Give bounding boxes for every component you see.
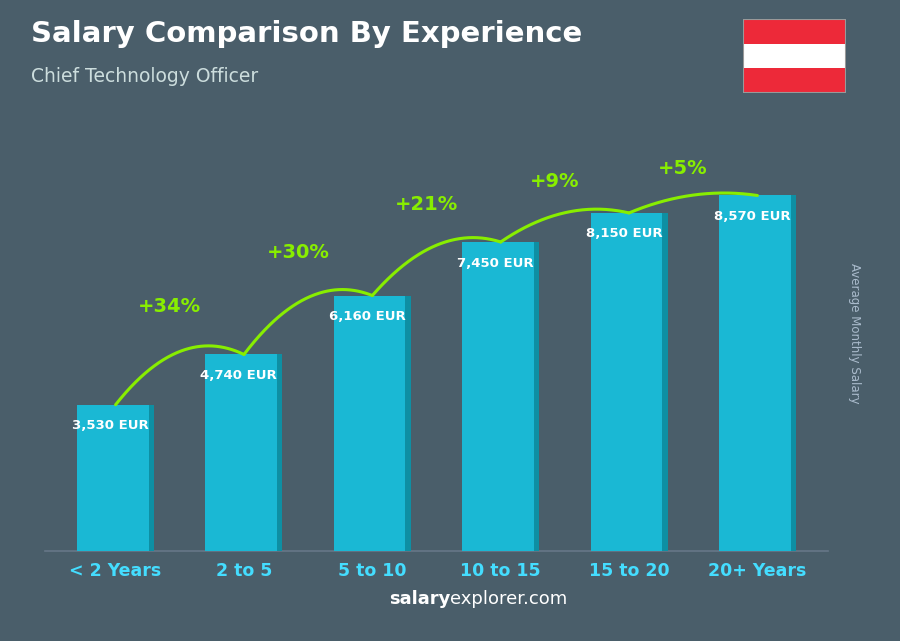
Text: Chief Technology Officer: Chief Technology Officer <box>31 67 258 87</box>
Bar <box>405 296 410 551</box>
Text: Average Monthly Salary: Average Monthly Salary <box>849 263 861 404</box>
Text: Salary Comparison By Experience: Salary Comparison By Experience <box>31 20 582 48</box>
Text: +21%: +21% <box>394 195 458 214</box>
Bar <box>534 242 539 551</box>
Bar <box>334 296 410 551</box>
Text: +34%: +34% <box>138 297 201 316</box>
Bar <box>277 354 283 551</box>
Text: +5%: +5% <box>658 160 707 178</box>
Bar <box>463 242 539 551</box>
Text: +9%: +9% <box>530 172 580 190</box>
Bar <box>205 354 283 551</box>
Bar <box>662 213 668 551</box>
Bar <box>790 196 796 551</box>
Text: 3,530 EUR: 3,530 EUR <box>72 419 148 432</box>
Bar <box>148 404 154 551</box>
Bar <box>719 196 796 551</box>
Text: salary: salary <box>389 590 450 608</box>
Bar <box>742 69 846 93</box>
Text: explorer.com: explorer.com <box>450 590 567 608</box>
Bar <box>742 44 846 69</box>
Text: 8,570 EUR: 8,570 EUR <box>714 210 790 223</box>
Text: 4,740 EUR: 4,740 EUR <box>201 369 277 382</box>
Text: 6,160 EUR: 6,160 EUR <box>328 310 406 323</box>
Bar <box>77 404 154 551</box>
Text: +30%: +30% <box>266 244 329 262</box>
Text: 8,150 EUR: 8,150 EUR <box>586 228 662 240</box>
Bar <box>742 19 846 44</box>
Text: 7,450 EUR: 7,450 EUR <box>457 256 534 269</box>
Bar <box>590 213 668 551</box>
